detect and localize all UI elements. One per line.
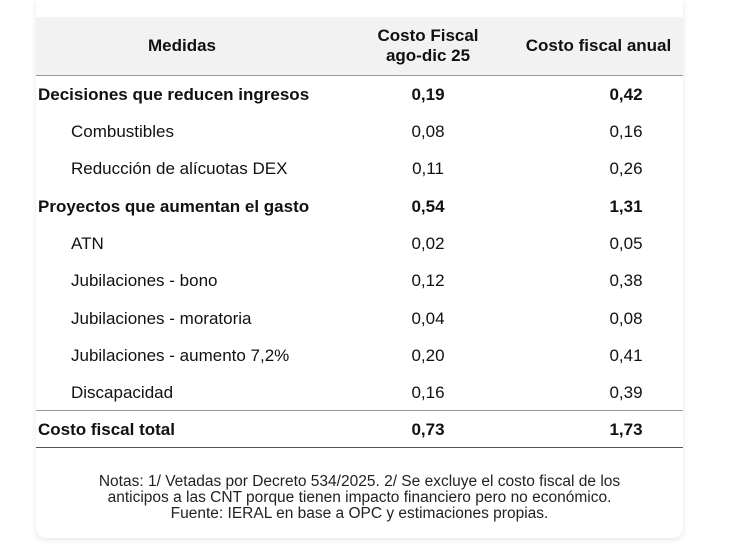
row-label: Jubilaciones - moratoria (71, 309, 252, 328)
table-row: Jubilaciones - bono 0,12 0,38 (36, 262, 683, 299)
table-row: Decisiones que reducen ingresos 0,19 0,4… (36, 76, 683, 113)
row-cost-ago-dic: 0,20 (411, 346, 445, 365)
row-cost-annual: 0,41 (609, 346, 643, 365)
row-cost-annual: 0,16 (609, 122, 643, 141)
row-cost-annual: 0,05 (609, 234, 643, 253)
row-cost-annual: 1,31 (609, 197, 643, 216)
row-cost-annual: 0,39 (609, 383, 643, 402)
total-divider-top (36, 410, 683, 411)
row-cost-ago-dic: 0,54 (411, 197, 445, 216)
row-label: Proyectos que aumentan el gasto (38, 197, 310, 216)
table-row-total: Costo fiscal total 0,73 1,73 (36, 411, 683, 448)
card-top-band (36, 0, 683, 17)
row-label: Discapacidad (71, 383, 174, 402)
row-label: Jubilaciones - aumento 7,2% (71, 346, 290, 365)
table-row: Combustibles 0,08 0,16 (36, 113, 683, 150)
notes-line-1: Notas: 1/ Vetadas por Decreto 534/2025. … (98, 473, 621, 490)
table-row: Reducción de alícuotas DEX 0,11 0,26 (36, 150, 683, 187)
row-cost-annual: 0,38 (609, 271, 643, 290)
header-costo-fiscal-line2: ago-dic 25 (385, 46, 471, 65)
header-medidas: Medidas (147, 36, 217, 55)
table-row: Jubilaciones - moratoria 0,04 0,08 (36, 300, 683, 337)
row-label: Combustibles (71, 122, 174, 141)
table-header: Medidas Costo Fiscal ago-dic 25 Costo fi… (36, 17, 683, 76)
row-label: Decisiones que reducen ingresos (38, 85, 310, 104)
row-cost-ago-dic: 0,16 (411, 383, 445, 402)
row-label: ATN (71, 234, 104, 253)
row-cost-ago-dic: 0,08 (411, 122, 445, 141)
header-costo-fiscal-anual: Costo fiscal anual (525, 36, 672, 55)
row-label: Jubilaciones - bono (71, 271, 218, 290)
row-cost-ago-dic: 0,19 (411, 85, 445, 104)
table-row: Discapacidad 0,16 0,39 (36, 374, 683, 411)
table-row: ATN 0,02 0,05 (36, 225, 683, 262)
total-divider-bottom (36, 447, 683, 448)
row-cost-ago-dic: 0,73 (411, 420, 445, 439)
row-label: Reducción de alícuotas DEX (71, 159, 288, 178)
notes-line-2: anticipos a las CNT porque tienen impact… (107, 489, 612, 506)
row-cost-ago-dic: 0,02 (411, 234, 445, 253)
notes-source-line: Fuente: IERAL en base a OPC y estimacion… (170, 505, 549, 522)
table-row: Proyectos que aumentan el gasto 0,54 1,3… (36, 188, 683, 225)
table-row: Jubilaciones - aumento 7,2% 0,20 0,41 (36, 337, 683, 374)
row-cost-annual: 0,26 (609, 159, 643, 178)
table-notes: Notas: 1/ Vetadas por Decreto 534/2025. … (36, 474, 683, 522)
row-cost-annual: 0,08 (609, 309, 643, 328)
row-cost-annual: 1,73 (609, 420, 643, 439)
header-costo-fiscal-line1: Costo Fiscal (377, 26, 479, 45)
row-label: Costo fiscal total (38, 420, 175, 439)
row-cost-ago-dic: 0,11 (412, 159, 444, 178)
fiscal-cost-table-card: Medidas Costo Fiscal ago-dic 25 Costo fi… (36, 0, 683, 538)
row-cost-ago-dic: 0,04 (411, 309, 445, 328)
header-costo-fiscal-ago-dic: Costo Fiscal ago-dic 25 (358, 17, 498, 75)
row-cost-annual: 0,42 (609, 85, 643, 104)
row-cost-ago-dic: 0,12 (411, 271, 445, 290)
